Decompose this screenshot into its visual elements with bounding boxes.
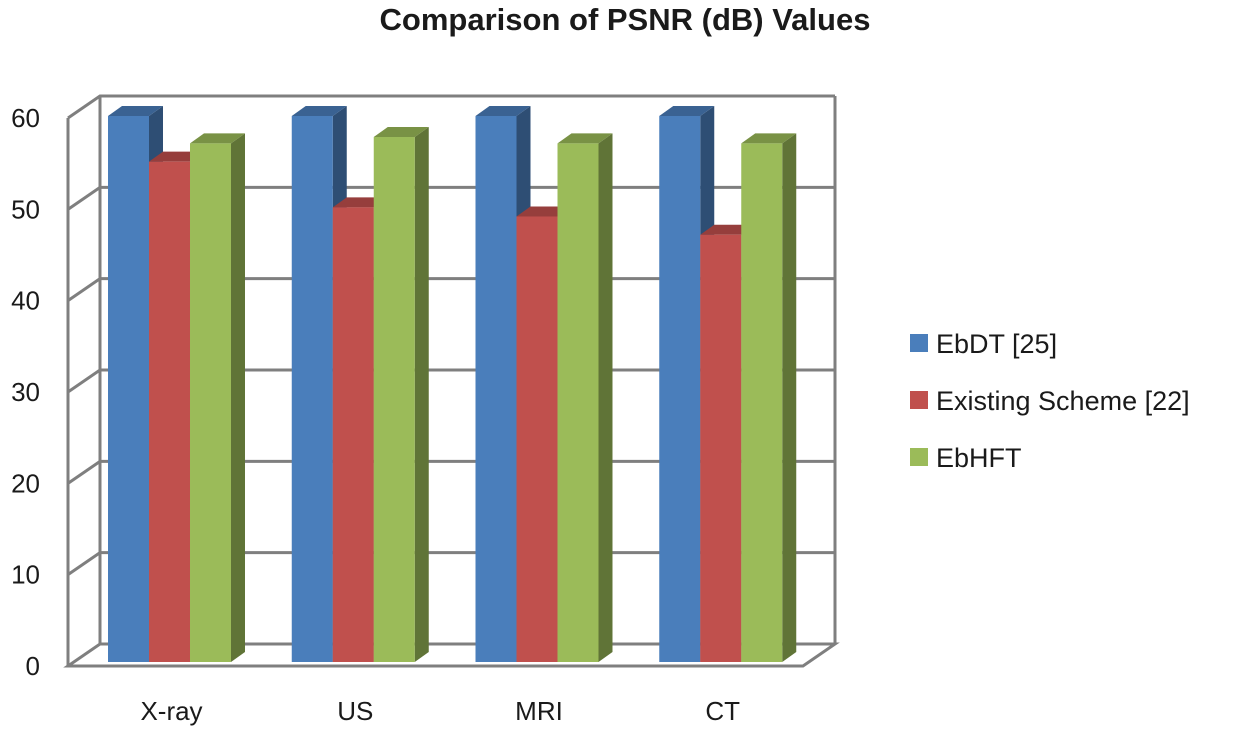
bar-top-face: [373, 127, 429, 138]
bar: [557, 133, 613, 662]
bar-top-face: [659, 106, 715, 116]
bar: [373, 127, 429, 663]
bar-front-face: [659, 116, 701, 662]
y-tick-label: 60: [11, 103, 40, 133]
bar-front-face: [149, 161, 190, 662]
legend-item: EbDT [25]: [910, 329, 1057, 359]
bar-top-face: [190, 133, 245, 144]
bar-front-face: [700, 234, 742, 662]
y-tick-label: 40: [11, 286, 40, 316]
bar: [190, 133, 245, 662]
bar-top-face: [291, 106, 347, 116]
gridline: [67, 94, 835, 120]
y-tick-label: 0: [26, 651, 40, 681]
bar-front-face: [373, 137, 415, 663]
y-axis-tick-labels: 0 10 20 30 40 50 60: [11, 103, 40, 681]
bar-side-face: [231, 133, 245, 662]
bar-front-face: [108, 116, 149, 662]
legend-label: Existing Scheme [22]: [936, 386, 1190, 416]
bar-front-face: [291, 116, 333, 662]
legend-label: EbHFT: [936, 443, 1022, 473]
chart-title: Comparison of PSNR (dB) Values: [380, 2, 871, 37]
x-tick-label: X-ray: [140, 696, 202, 726]
bar-side-face: [782, 133, 797, 662]
y-tick-label: 10: [11, 560, 40, 590]
x-axis-tick-labels: X-ray US MRI CT: [140, 696, 740, 726]
chart-floor: [63, 642, 840, 668]
legend-item: Existing Scheme [22]: [910, 386, 1190, 416]
x-tick-label: MRI: [515, 696, 563, 726]
x-tick-label: US: [337, 696, 373, 726]
y-tick-label: 50: [11, 194, 40, 224]
y-tick-label: 30: [11, 377, 40, 407]
bar: [741, 133, 797, 662]
legend-item: EbHFT: [910, 443, 1022, 473]
bar-front-face: [475, 116, 517, 662]
legend-label: EbDT [25]: [936, 329, 1057, 359]
bars: [108, 106, 797, 663]
legend-swatch: [910, 391, 928, 409]
bar-top-face: [108, 106, 163, 116]
legend-swatch: [910, 334, 928, 352]
bar-front-face: [190, 143, 231, 662]
bar-front-face: [741, 143, 783, 662]
bar-front-face: [516, 216, 558, 662]
legend: EbDT [25] Existing Scheme [22] EbHFT: [910, 329, 1190, 473]
bar-side-face: [598, 133, 613, 662]
x-tick-label: CT: [705, 696, 740, 726]
bar-top-face: [475, 106, 531, 116]
bar-front-face: [557, 143, 599, 662]
legend-swatch: [910, 448, 928, 466]
bar-front-face: [332, 207, 374, 663]
bar-top-face: [741, 133, 797, 144]
bar-top-face: [557, 133, 613, 144]
y-tick-label: 20: [11, 468, 40, 498]
bar-side-face: [414, 127, 429, 663]
